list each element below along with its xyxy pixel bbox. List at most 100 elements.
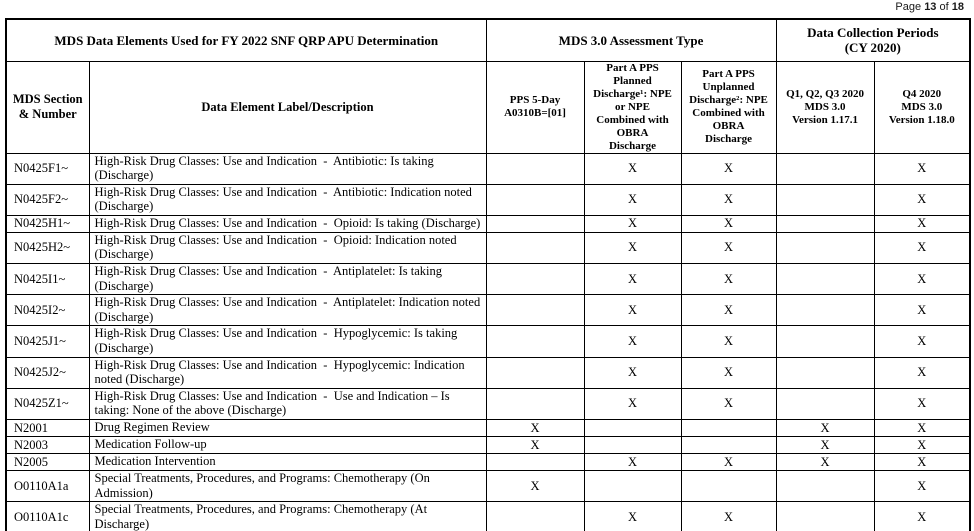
mds-data-elements-table: MDS Data Elements Used for FY 2022 SNF Q… xyxy=(5,18,972,531)
applicability-mark: X xyxy=(680,356,777,389)
applicability-mark: X xyxy=(680,294,777,327)
col-header-planned-discharge: Part A PPS Planned Discharge¹: NPE or NP… xyxy=(583,60,682,154)
applicability-mark xyxy=(680,469,777,503)
applicability-mark xyxy=(485,325,585,358)
applicability-mark: X xyxy=(485,419,585,437)
mds-section-number: N2003 xyxy=(5,436,90,454)
mds-section-number: N0425F2~ xyxy=(5,183,90,216)
applicability-mark: X xyxy=(583,214,682,233)
table-row: N0425H2~ High-Risk Drug Classes: Use and … xyxy=(5,231,971,265)
applicability-mark xyxy=(485,356,585,389)
applicability-mark: X xyxy=(583,294,682,327)
table-row: N0425I1~ High-Risk Drug Classes: Use and … xyxy=(5,263,971,296)
data-element-description: Medication Intervention xyxy=(88,453,487,471)
applicability-mark xyxy=(485,294,585,327)
applicability-mark xyxy=(485,501,585,531)
applicability-mark: X xyxy=(583,387,682,421)
data-element-description: High-Risk Drug Classes: Use and Indicati… xyxy=(88,152,487,185)
applicability-mark: X xyxy=(873,356,971,389)
applicability-mark: X xyxy=(873,214,971,233)
data-element-description: Drug Regimen Review xyxy=(88,419,487,437)
col-header-mds-section: MDS Section & Number xyxy=(5,60,90,154)
group-header-data-collection: Data Collection Periods (CY 2020) xyxy=(775,18,971,62)
applicability-mark: X xyxy=(680,387,777,421)
applicability-mark: X xyxy=(583,152,682,185)
applicability-mark: X xyxy=(680,214,777,233)
data-element-description: Medication Follow-up xyxy=(88,436,487,454)
applicability-mark: X xyxy=(583,325,682,358)
mds-section-number: N0425H2~ xyxy=(5,231,90,265)
mds-section-number: N0425J2~ xyxy=(5,356,90,389)
data-element-description: High-Risk Drug Classes: Use and Indicati… xyxy=(88,294,487,327)
applicability-mark xyxy=(485,152,585,185)
applicability-mark xyxy=(583,469,682,503)
applicability-mark: X xyxy=(873,419,971,437)
table-row: N0425Z1~ High-Risk Drug Classes: Use and … xyxy=(5,387,971,421)
page-number-total: 18 xyxy=(951,1,964,13)
applicability-mark xyxy=(485,231,585,265)
applicability-mark: X xyxy=(873,469,971,503)
table-row: N0425F2~ High-Risk Drug Classes: Use and … xyxy=(5,183,971,216)
mds-section-number: O0110A1a xyxy=(5,469,90,503)
applicability-mark: X xyxy=(873,263,971,296)
applicability-mark xyxy=(775,325,875,358)
applicability-mark: X xyxy=(775,436,875,454)
col-header-description: Data Element Label/Description xyxy=(88,60,487,154)
applicability-mark xyxy=(775,263,875,296)
applicability-mark: X xyxy=(873,501,971,531)
applicability-mark xyxy=(583,436,682,454)
table-row: N0425H1~ High-Risk Drug Classes: Use and … xyxy=(5,214,971,233)
applicability-mark: X xyxy=(775,453,875,471)
applicability-mark xyxy=(775,356,875,389)
applicability-mark xyxy=(485,183,585,216)
data-element-description: Special Treatments, Procedures, and Prog… xyxy=(88,501,487,531)
column-header-row: MDS Section & Number Data Element Label/… xyxy=(5,60,971,154)
applicability-mark: X xyxy=(583,263,682,296)
applicability-mark xyxy=(775,231,875,265)
data-element-description: High-Risk Drug Classes: Use and Indicati… xyxy=(88,263,487,296)
page-number-of: of xyxy=(939,1,949,13)
data-element-description: High-Risk Drug Classes: Use and Indicati… xyxy=(88,214,487,233)
applicability-mark xyxy=(583,419,682,437)
applicability-mark: X xyxy=(873,436,971,454)
applicability-mark xyxy=(775,152,875,185)
col-header-pps-5-day: PPS 5-Day A0310B=[01] xyxy=(485,60,585,154)
mds-section-number: N0425J1~ xyxy=(5,325,90,358)
mds-section-number: N0425F1~ xyxy=(5,152,90,185)
applicability-mark xyxy=(775,214,875,233)
applicability-mark: X xyxy=(873,387,971,421)
applicability-mark xyxy=(485,387,585,421)
table-body: N0425F1~ High-Risk Drug Classes: Use and … xyxy=(5,152,971,531)
applicability-mark: X xyxy=(680,183,777,216)
applicability-mark: X xyxy=(873,294,971,327)
applicability-mark xyxy=(775,501,875,531)
applicability-mark: X xyxy=(583,183,682,216)
applicability-mark xyxy=(485,263,585,296)
applicability-mark xyxy=(485,214,585,233)
applicability-mark: X xyxy=(873,231,971,265)
applicability-mark xyxy=(680,419,777,437)
mds-section-number: N2001 xyxy=(5,419,90,437)
mds-section-number: O0110A1c xyxy=(5,501,90,531)
table-row: N0425F1~ High-Risk Drug Classes: Use and … xyxy=(5,152,971,185)
data-element-description: High-Risk Drug Classes: Use and Indicati… xyxy=(88,231,487,265)
applicability-mark xyxy=(680,436,777,454)
applicability-mark xyxy=(775,183,875,216)
applicability-mark: X xyxy=(680,231,777,265)
data-element-description: High-Risk Drug Classes: Use and Indicati… xyxy=(88,183,487,216)
table-row: O0110A1c Special Treatments, Procedures, … xyxy=(5,501,971,531)
table-row: N2005 Medication Intervention X X X X xyxy=(5,453,971,471)
col-header-q4-2020: Q4 2020 MDS 3.0 Version 1.18.0 xyxy=(873,60,971,154)
applicability-mark: X xyxy=(680,152,777,185)
col-header-q1-q3-2020: Q1, Q2, Q3 2020 MDS 3.0 Version 1.17.1 xyxy=(775,60,875,154)
page-number-current: 13 xyxy=(924,1,937,13)
col-header-unplanned-discharge: Part A PPS Unplanned Discharge²: NPE Com… xyxy=(680,60,777,154)
applicability-mark: X xyxy=(583,231,682,265)
applicability-mark: X xyxy=(873,152,971,185)
table-row: N0425J1~ High-Risk Drug Classes: Use and … xyxy=(5,325,971,358)
applicability-mark: X xyxy=(485,469,585,503)
data-element-description: Special Treatments, Procedures, and Prog… xyxy=(88,469,487,503)
table-row: N0425I2~ High-Risk Drug Classes: Use and … xyxy=(5,294,971,327)
applicability-mark: X xyxy=(583,453,682,471)
